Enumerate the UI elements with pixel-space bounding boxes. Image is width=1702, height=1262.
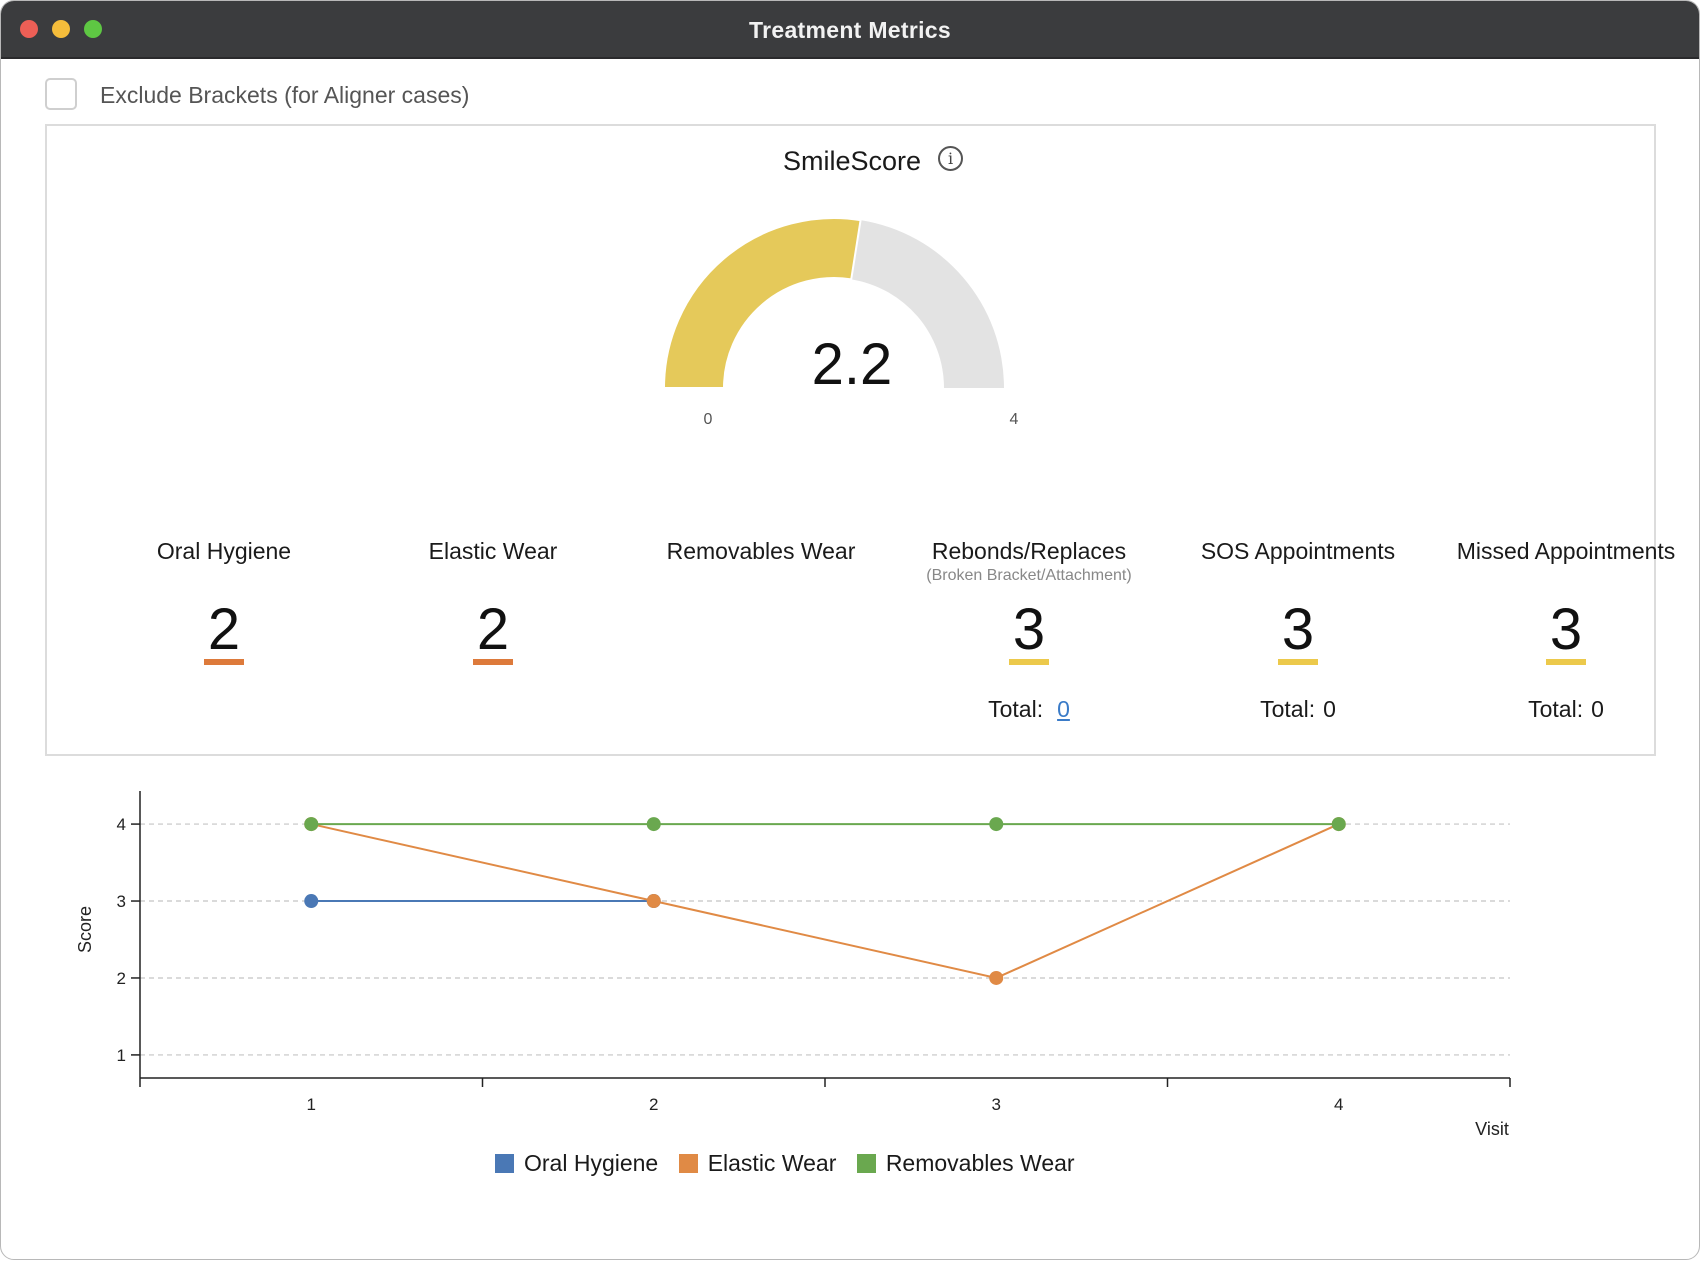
title-bar: Treatment Metrics — [1, 1, 1699, 59]
metric-total: Total: 0 — [1163, 696, 1433, 723]
metric-label: Missed Appointments — [1456, 538, 1676, 564]
metric-rebonds-replaces: Rebonds/Replaces (Broken Bracket/Attachm… — [894, 538, 1164, 722]
metric-elastic-wear: Elastic Wear 2 — [358, 538, 628, 665]
y-tick-label: 4 — [117, 815, 126, 834]
gauge-track — [851, 220, 1004, 388]
metric-value: 2 — [358, 598, 628, 665]
chart-legend: Oral Hygiene Elastic Wear Removables Wea… — [495, 1150, 1091, 1180]
data-point-series-2 — [304, 817, 319, 832]
metric-value: 3 — [1431, 598, 1699, 665]
y-axis-label: Score — [75, 906, 95, 953]
metric-label: Elastic Wear — [428, 538, 558, 564]
metric-label: Oral Hygiene — [156, 538, 292, 564]
total-label: Total: — [1528, 696, 1584, 722]
total-value: 0 — [1323, 696, 1336, 722]
score-line-chart: 1 2 3 4 1 2 3 4 Visit Score — [75, 791, 1511, 1139]
smilescore-value: 2.2 — [812, 332, 893, 397]
info-icon[interactable]: i — [938, 146, 963, 171]
gauge-fill — [662, 217, 862, 389]
x-tick-label: 2 — [649, 1095, 658, 1114]
metric-total: Total: 0 — [1431, 696, 1699, 723]
x-tick-label: 3 — [992, 1095, 1001, 1114]
exclude-brackets-label[interactable]: Exclude Brackets (for Aligner cases) — [100, 82, 470, 108]
y-tick-label: 3 — [117, 892, 126, 911]
metric-total: Total: 0 — [894, 696, 1164, 723]
metric-label: Rebonds/Replaces — [931, 538, 1127, 564]
data-point-series-2 — [1331, 817, 1346, 832]
total-label: Total: — [1260, 696, 1316, 722]
x-axis-label: Visit — [1475, 1119, 1509, 1139]
total-value: 0 — [1591, 696, 1604, 722]
total-label: Total: — [988, 696, 1044, 722]
metric-sublabel: (Broken Bracket/Attachment) — [926, 567, 1132, 584]
legend-item-oral-hygiene[interactable]: Oral Hygiene — [495, 1150, 658, 1177]
legend-item-elastic-wear[interactable]: Elastic Wear — [678, 1150, 836, 1177]
legend-item-removables-wear[interactable]: Removables Wear — [856, 1150, 1075, 1177]
rebonds-total-link[interactable]: 0 — [1057, 696, 1070, 722]
maximize-window-button[interactable] — [84, 20, 102, 38]
x-tick-label: 4 — [1334, 1095, 1343, 1114]
series-line-1 — [311, 823, 1340, 980]
minimize-window-button[interactable] — [52, 20, 70, 38]
smilescore-gauge: 2.2 0 4 — [662, 217, 1019, 428]
metric-value: 2 — [89, 598, 359, 665]
data-point-series-2 — [646, 817, 661, 832]
metric-label: SOS Appointments — [1200, 538, 1396, 564]
metric-value: 3 — [1163, 598, 1433, 665]
window-title: Treatment Metrics — [749, 17, 951, 43]
smilescore-title: SmileScore — [783, 146, 922, 176]
metric-removables-wear: Removables Wear — [626, 538, 896, 565]
metric-missed-appointments: Missed Appointments 3 Total: 0 — [1431, 538, 1699, 722]
exclude-brackets-checkbox[interactable] — [45, 78, 77, 110]
x-tick-label: 1 — [307, 1095, 316, 1114]
y-tick-label: 1 — [117, 1046, 126, 1065]
data-point-series-1 — [646, 894, 661, 909]
data-point-series-1 — [989, 970, 1004, 985]
close-window-button[interactable] — [20, 20, 38, 38]
gauge-min-label: 0 — [704, 411, 713, 428]
data-point-series-0 — [304, 894, 319, 909]
metric-label: Removables Wear — [666, 538, 856, 564]
metric-sos-appointments: SOS Appointments 3 Total: 0 — [1163, 538, 1433, 722]
metric-value: 3 — [894, 598, 1164, 665]
data-point-series-2 — [989, 817, 1004, 832]
metric-oral-hygiene: Oral Hygiene 2 — [89, 538, 359, 665]
gauge-max-label: 4 — [1010, 411, 1019, 428]
smilescore-panel: SmileScore i 2.2 0 4 Oral Hygiene 2 Elas… — [45, 124, 1675, 756]
y-tick-label: 2 — [117, 969, 126, 988]
